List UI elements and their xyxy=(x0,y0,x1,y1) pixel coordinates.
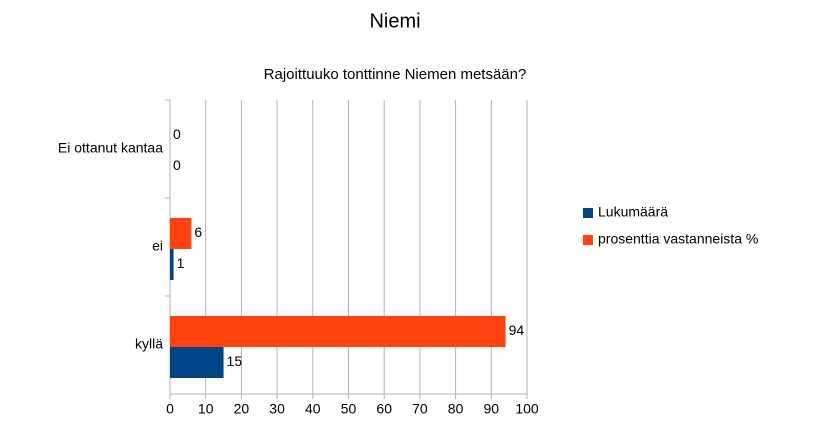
data-label: 6 xyxy=(194,224,202,240)
data-label: 0 xyxy=(173,126,181,142)
bar xyxy=(170,218,192,249)
x-tick-label: 60 xyxy=(376,401,392,417)
y-tick-label: Ei ottanut kantaa xyxy=(58,140,163,156)
x-tick-label: 10 xyxy=(198,401,214,417)
x-tick-label: 90 xyxy=(484,401,500,417)
y-tick-label: ei xyxy=(152,238,163,254)
legend-swatch xyxy=(583,208,593,218)
chart-subtitle: Rajoittuuko tonttinne Niemen metsään? xyxy=(264,66,527,83)
chart-title: Niemi xyxy=(369,10,420,32)
data-label: 15 xyxy=(227,353,243,369)
x-tick-label: 50 xyxy=(341,401,357,417)
data-label: 1 xyxy=(177,255,185,271)
x-tick-label: 0 xyxy=(166,401,174,417)
data-label: 94 xyxy=(509,322,525,338)
bar xyxy=(170,249,174,280)
x-tick-label: 80 xyxy=(448,401,464,417)
bar xyxy=(170,316,506,347)
legend-label: Lukumäärä xyxy=(598,204,668,220)
data-label: 0 xyxy=(173,157,181,173)
x-tick-label: 70 xyxy=(412,401,428,417)
x-tick-label: 20 xyxy=(234,401,250,417)
bar xyxy=(170,347,224,378)
legend-label: prosenttia vastanneista % xyxy=(598,231,758,247)
x-tick-label: 100 xyxy=(515,401,539,417)
y-tick-label: kyllä xyxy=(135,336,163,352)
x-tick-label: 30 xyxy=(269,401,285,417)
legend-swatch xyxy=(583,235,593,245)
x-tick-label: 40 xyxy=(305,401,321,417)
